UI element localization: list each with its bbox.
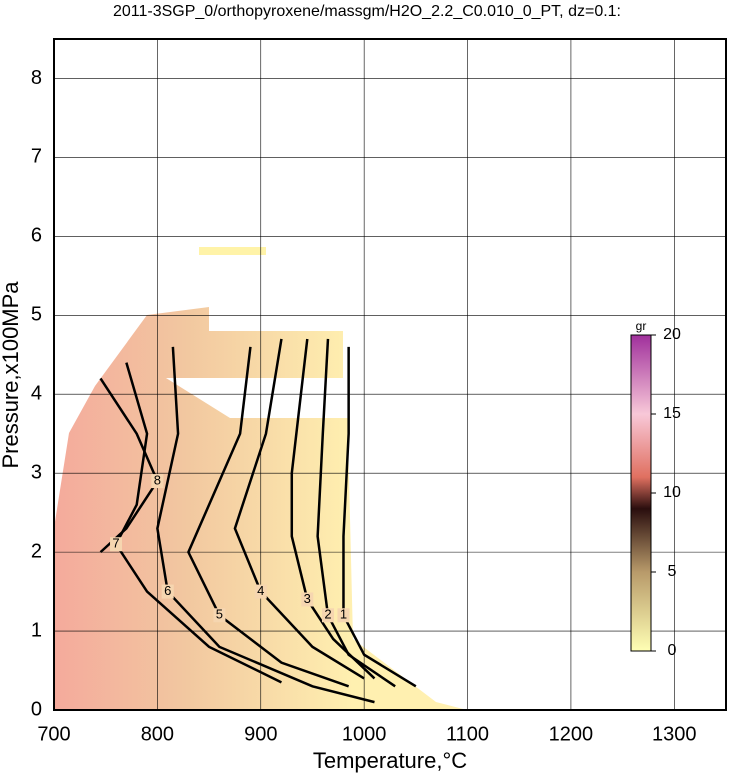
chart-title: 2011-3SGP_0/orthopyroxene/massgm/H2O_2.2… — [113, 3, 621, 20]
contour-line — [342, 346, 417, 688]
colorbar-label: gr — [636, 319, 647, 333]
colorbar-tick-label: 0 — [668, 642, 677, 659]
y-tick-label: 3 — [31, 461, 42, 483]
x-axis-label: Temperature,°C — [313, 748, 467, 773]
contour-line — [187, 346, 350, 688]
colorbar-tick-label: 10 — [663, 484, 681, 501]
y-tick-label: 4 — [31, 383, 42, 405]
contour-line — [316, 338, 396, 688]
contour-label-bg — [110, 537, 123, 552]
contour-label-bg — [301, 592, 314, 607]
colorbar-tick-label: 5 — [668, 563, 677, 580]
contour-label: 7 — [112, 536, 119, 551]
y-tick-label: 7 — [31, 146, 42, 168]
contour-label: 8 — [154, 473, 161, 488]
x-tick-label: 700 — [37, 723, 70, 745]
data-strip — [199, 247, 266, 255]
contour-line — [290, 338, 376, 680]
x-tick-label: 1300 — [652, 723, 697, 745]
x-tick-label: 1000 — [342, 723, 387, 745]
contour-label: 3 — [304, 591, 311, 606]
contour-label: 1 — [340, 607, 347, 622]
y-tick-label: 1 — [31, 619, 42, 641]
x-tick-label: 1200 — [549, 723, 594, 745]
contour-label-bg — [337, 608, 350, 623]
contour-label-bg — [161, 584, 174, 599]
contour-label: 4 — [257, 583, 264, 598]
y-tick-label: 2 — [31, 540, 42, 562]
y-axis-label: Pressure,x100MPa — [0, 281, 23, 469]
contour-label-bg — [321, 608, 334, 623]
contour-label-bg — [213, 608, 226, 623]
contour-label: 6 — [164, 583, 171, 598]
x-tick-label: 800 — [141, 723, 174, 745]
colorbar-tick-label: 15 — [663, 405, 681, 422]
y-tick-label: 6 — [31, 225, 42, 247]
contour-label-bg — [151, 474, 164, 489]
y-tick-label: 8 — [31, 67, 42, 89]
colorbar — [630, 334, 652, 652]
contour-label: 2 — [324, 607, 331, 622]
contour-label: 5 — [216, 607, 223, 622]
contour-label-bg — [254, 584, 267, 599]
y-tick-label: 0 — [31, 698, 42, 720]
colorbar-tick-label: 20 — [663, 326, 681, 343]
x-tick-label: 900 — [244, 723, 277, 745]
plot-frame — [53, 38, 727, 711]
y-tick-label: 5 — [31, 304, 42, 326]
contour-line — [233, 338, 365, 680]
x-tick-label: 1100 — [446, 723, 489, 745]
